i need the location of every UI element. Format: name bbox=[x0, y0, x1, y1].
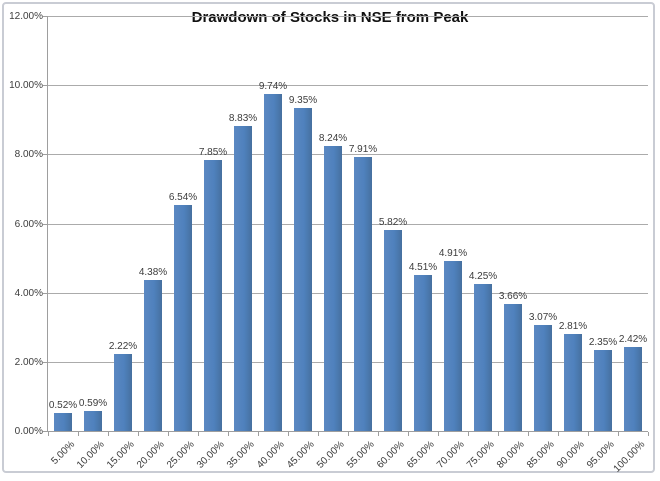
chart-title: Drawdown of Stocks in NSE from Peak bbox=[191, 9, 469, 26]
plot-area bbox=[47, 16, 648, 432]
